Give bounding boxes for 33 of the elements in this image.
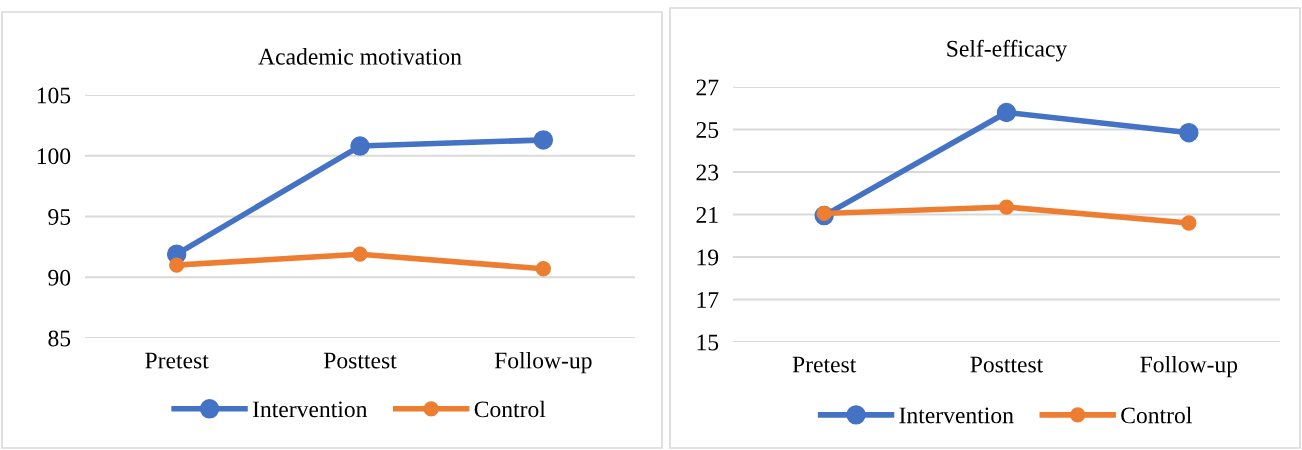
legend-label: Control: [474, 400, 546, 418]
y-tick-label: 17: [697, 292, 719, 308]
y-tick-label: 85: [48, 330, 71, 347]
point: [1179, 122, 1199, 143]
point: [350, 136, 370, 156]
x-tick-label: Posttest: [323, 352, 397, 369]
y-tick-label: 19: [697, 249, 719, 266]
legend-label: Control: [1121, 406, 1192, 424]
y-tick-label: 21: [696, 207, 718, 223]
legend-label: Intervention: [899, 407, 1014, 424]
point: [535, 261, 551, 277]
y-tick-label: 100: [37, 148, 71, 165]
x-tick-label: Follow-up: [1140, 355, 1238, 378]
y-tick-label: 15: [697, 334, 719, 351]
y-tick-label: 95: [48, 209, 71, 225]
y-tick-label: 90: [48, 269, 71, 286]
chart-title: Self-efficacy: [947, 39, 1068, 62]
point: [352, 246, 368, 262]
x-tick-label: Follow-up: [494, 351, 592, 374]
x-tick-label: Pretest: [792, 356, 857, 373]
legend-label: Intervention: [252, 401, 368, 418]
point: [533, 130, 554, 150]
point: [169, 257, 185, 273]
point: [1181, 215, 1197, 231]
y-tick-label: 27: [696, 79, 719, 96]
y-tick-label: 25: [696, 122, 719, 138]
point: [998, 199, 1015, 215]
y-tick-label: 105: [37, 87, 71, 104]
y-tick-label: 23: [696, 164, 719, 181]
chart-title: Academic motivation: [258, 48, 462, 65]
x-tick-label: Pretest: [145, 352, 209, 369]
point: [996, 102, 1017, 123]
x-tick-label: Posttest: [970, 356, 1044, 373]
